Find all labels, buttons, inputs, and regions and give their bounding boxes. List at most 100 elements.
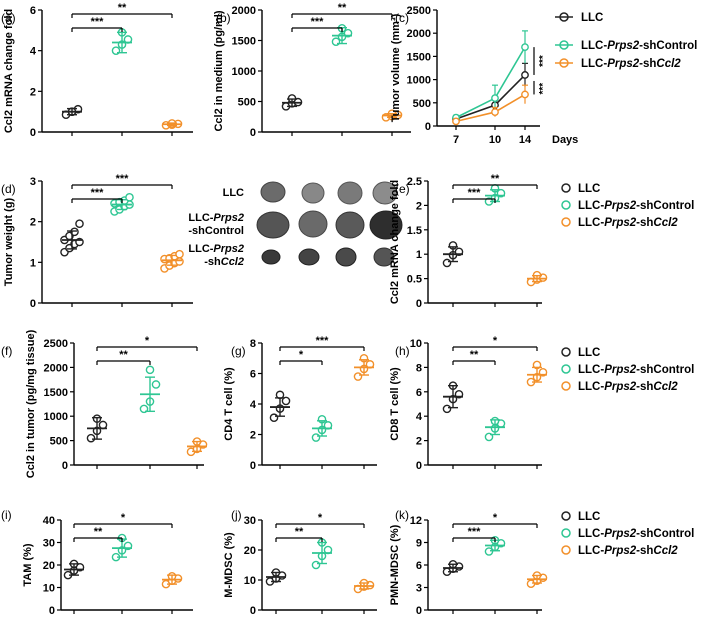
y-tick-label: 1000 — [232, 66, 256, 78]
y-tick-label: 6 — [30, 5, 36, 17]
data-point — [491, 94, 499, 103]
panel-label: (h) — [395, 344, 410, 358]
data-point — [442, 404, 452, 414]
data-point — [281, 396, 291, 406]
y-tick-label: 20 — [43, 560, 55, 572]
data-point — [491, 108, 499, 116]
panel-label: (a) — [1, 11, 16, 25]
data-point — [311, 433, 321, 442]
legend4-label-shccl2: LLC-Prps2-shCcl2 — [578, 545, 678, 557]
y-tick-label: 0 — [49, 605, 55, 617]
y-tick-label: 1000 — [44, 411, 68, 423]
legend3-label-llc: LLC — [578, 347, 600, 359]
y-tick-label: 500 — [50, 436, 68, 448]
significance-label: *** — [468, 526, 482, 538]
tumor-photo-panel: LLC LLC-Prps2 -shControl LLC-Prps2 -shCc… — [188, 181, 403, 268]
panel-label: (k) — [395, 508, 409, 522]
y-tick-label: 2 — [416, 200, 422, 212]
y-tick-label: 2000 — [232, 5, 256, 17]
y-tick-label: 2000 — [44, 362, 68, 374]
y-tick-label: 30 — [43, 538, 55, 550]
y-tick-label: 4 — [30, 46, 37, 58]
y-axis-label: CD4 T cell (%) — [223, 367, 235, 441]
y-tick-label: 4 — [416, 411, 423, 423]
tumor-image — [298, 210, 328, 238]
panel-label: (d) — [1, 182, 16, 196]
y-tick-label: 0 — [416, 298, 422, 310]
x-axis-label: Days — [552, 134, 578, 146]
legend2-marker-shccl2 — [561, 217, 571, 227]
tumor-image — [369, 210, 403, 240]
y-axis-label: Ccl2 mRNA change fold — [389, 180, 401, 304]
y-axis-label: Ccl2 mRNA change fold — [3, 9, 15, 133]
significance-label: *** — [468, 187, 482, 199]
y-tick-label: 0 — [416, 605, 422, 617]
y-tick-label: 8 — [416, 362, 422, 374]
legend-label-shccl2: LLC-Prps2-shCcl2 — [581, 58, 681, 70]
panel-label: (c) — [395, 11, 409, 25]
significance-label: ** — [118, 2, 127, 14]
data-point — [70, 227, 79, 237]
y-tick-label: 6 — [250, 369, 256, 381]
y-tick-label: 6 — [416, 387, 422, 399]
tumor-image — [372, 181, 398, 205]
data-point — [75, 219, 84, 228]
significance-label: ** — [119, 349, 128, 361]
data-point — [452, 117, 460, 126]
panel-label: (j) — [231, 508, 242, 522]
photo-label-llc: LLC — [223, 187, 244, 199]
y-tick-label: 2 — [30, 217, 36, 229]
y-axis-label: Ccl2 in medium (pg/ml) — [213, 10, 225, 131]
data-point — [521, 71, 529, 79]
y-tick-label: 1 — [30, 257, 36, 269]
y-tick-label: 0 — [250, 605, 256, 617]
legend3-marker-llc — [561, 347, 571, 357]
legend3-label-shccl2: LLC-Prps2-shCcl2 — [578, 381, 678, 393]
y-tick-label: 1500 — [44, 387, 68, 399]
tumor-image — [337, 181, 363, 205]
legend-label-shcontrol: LLC-Prps2-shControl — [581, 40, 697, 52]
y-tick-label: 4 — [250, 399, 257, 411]
panel-label: (e) — [395, 182, 410, 196]
data-point — [442, 258, 452, 268]
tumor-image — [301, 182, 325, 204]
tumor-image — [335, 211, 365, 239]
significance-label: *** — [538, 83, 549, 95]
legend4-label-llc: LLC — [578, 511, 600, 523]
data-point — [151, 380, 161, 389]
panel-f: (f) 0 500 1000 1500 2000 2500 Ccl2 in tumor (pg… — [1, 329, 208, 478]
y-tick-label: 30 — [244, 515, 256, 527]
y-tick-label: 3 — [416, 583, 422, 595]
y-tick-label: 6 — [416, 560, 422, 572]
photo-label-shcontrol-2: -shControl — [188, 225, 244, 237]
tumor-image — [335, 247, 357, 267]
data-point — [311, 560, 321, 570]
tumor-image — [260, 181, 286, 203]
data-point — [86, 433, 96, 443]
y-tick-label: 0 — [250, 127, 256, 139]
legend4-marker-shccl2 — [561, 545, 571, 555]
y-tick-label: 20 — [244, 545, 256, 557]
significance-label: *** — [316, 335, 330, 347]
significance-label: *** — [538, 55, 549, 67]
y-axis-label: CD8 T cell (%) — [389, 367, 401, 441]
panel-label: (i) — [1, 508, 12, 522]
legend3-marker-shcontrol — [561, 364, 571, 374]
y-tick-label: 3 — [30, 176, 36, 188]
significance-label: * — [493, 512, 498, 524]
legend3-marker-shccl2 — [561, 381, 571, 391]
y-tick-label: 2 — [30, 86, 36, 98]
panel-label: (g) — [231, 344, 246, 358]
y-tick-label: 0 — [30, 127, 36, 139]
y-tick-label: 500 — [413, 98, 431, 110]
significance-label: * — [299, 349, 304, 361]
y-tick-label: 1.5 — [407, 225, 422, 237]
legend-row2: LLC LLC-Prps2-shControl LLC-Prps2-shCcl2 — [561, 183, 694, 229]
